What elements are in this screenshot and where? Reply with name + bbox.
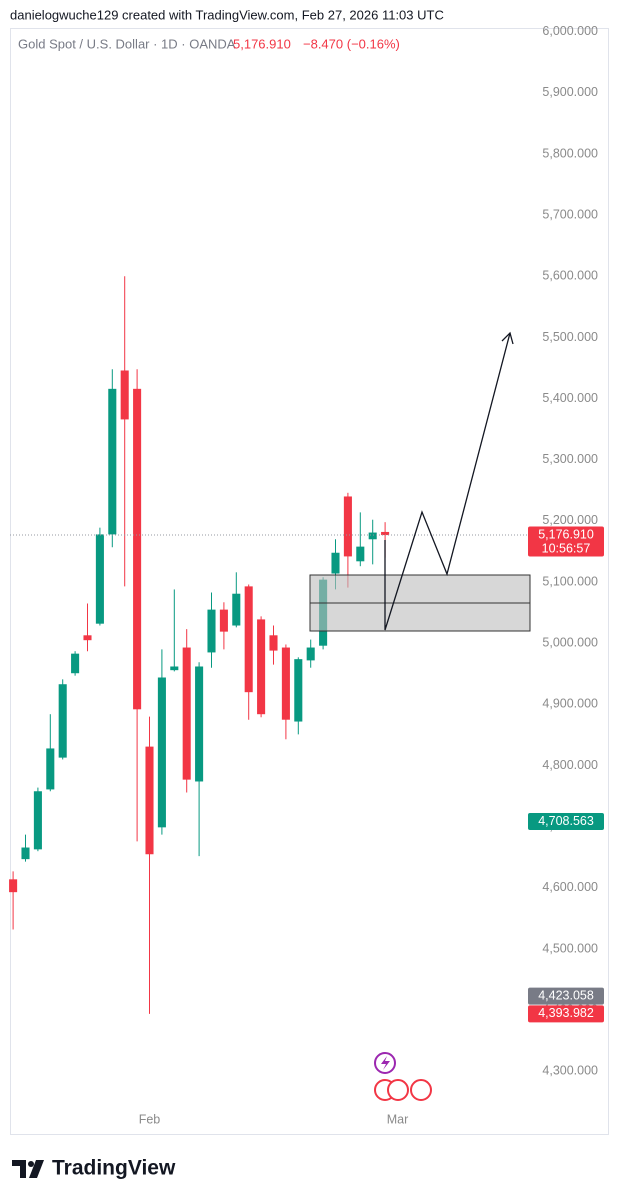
y-tick-label: 4,300.000: [542, 1064, 598, 1078]
y-tick-label: 5,800.000: [542, 146, 598, 160]
flag-icon: [410, 1079, 432, 1101]
brand: TradingView: [52, 1157, 176, 1180]
candle-body: [331, 552, 340, 574]
brand-logo: [12, 1160, 44, 1178]
y-tick-label: 5,600.000: [542, 269, 598, 283]
candle-body: [145, 746, 154, 855]
drawings: [309, 331, 531, 632]
y-tick-label: 5,300.000: [542, 452, 598, 466]
candle-body: [120, 370, 129, 420]
price-badge: [528, 526, 604, 557]
candle-body: [269, 635, 278, 651]
projection-path: [384, 332, 511, 631]
y-tick-label: 5,200.000: [542, 513, 598, 527]
price-badge-label: 4,708.563: [538, 814, 594, 828]
candle-body: [281, 647, 290, 720]
price-badge-label: 5,176.910: [538, 527, 594, 541]
candle-body: [108, 388, 117, 535]
header: danielogwuche129 created with TradingVie…: [10, 7, 444, 22]
candle-body: [21, 847, 30, 860]
logo-slash: [29, 1160, 44, 1178]
candle-body: [33, 791, 42, 850]
candle-body: [9, 879, 18, 893]
y-tick-label: 4,600.000: [542, 880, 598, 894]
plot: 6,000.000 5,900.000 5,800.000 5,700.000 5,60…: [9, 24, 604, 1126]
legend-last: 5,176.910: [233, 36, 291, 51]
price-badge-countdown: 10:56:57: [542, 541, 591, 555]
y-tick-label: 4,500.000: [542, 941, 598, 955]
candle-body: [219, 609, 228, 632]
logo-mark: [12, 1160, 26, 1178]
legend-symbol: Gold Spot / U.S. Dollar · 1D · OANDA: [18, 36, 236, 51]
price-badge: [528, 987, 604, 1005]
chart-frame: [10, 28, 609, 1135]
candle-body: [71, 653, 80, 674]
events: [374, 1052, 432, 1101]
price-badge: [528, 1005, 604, 1023]
x-tick-label: Feb: [139, 1112, 161, 1126]
candle-body: [46, 748, 55, 790]
candle-body: [381, 531, 390, 536]
candle-body: [368, 532, 377, 540]
price-badge-label: 4,423.058: [538, 988, 594, 1002]
price-badge-label: 4,393.982: [538, 1006, 594, 1020]
legend-change: −8.470 (−0.16%): [303, 36, 400, 51]
candle-body: [232, 593, 241, 626]
projection-arrowhead: [501, 331, 514, 345]
candle-body: [294, 659, 303, 722]
candle-body: [157, 677, 166, 828]
candle-body: [58, 684, 67, 758]
candle-body: [170, 666, 179, 671]
candle-body: [356, 546, 365, 562]
y-tick-label: 5,000.000: [542, 636, 598, 650]
y-tick-label: 4,800.000: [542, 758, 598, 772]
y-tick-label: 5,700.000: [542, 207, 598, 221]
x-tick-label: Mar: [387, 1112, 409, 1126]
y-tick-label: 6,000.000: [542, 24, 598, 38]
y-tick-label: 5,900.000: [542, 85, 598, 99]
candle-body: [95, 534, 104, 624]
candle-body: [195, 666, 204, 782]
event-bolt: [381, 1056, 390, 1070]
candle-body: [182, 647, 191, 780]
y-tick-label: 5,500.000: [542, 330, 598, 344]
candle-body: [133, 388, 142, 710]
flag-icon: [387, 1079, 409, 1101]
price-badge: [528, 812, 604, 830]
y-tick-label: 4,900.000: [542, 697, 598, 711]
logo-dot: [28, 1161, 34, 1167]
y-tick-label: 5,100.000: [542, 574, 598, 588]
candle-body: [244, 586, 253, 693]
candle-body: [257, 619, 266, 715]
candle-body: [207, 609, 216, 653]
y-tick-label: 5,400.000: [542, 391, 598, 405]
candle-body: [306, 647, 315, 661]
candle-body: [83, 635, 92, 641]
candle-body: [343, 496, 352, 557]
